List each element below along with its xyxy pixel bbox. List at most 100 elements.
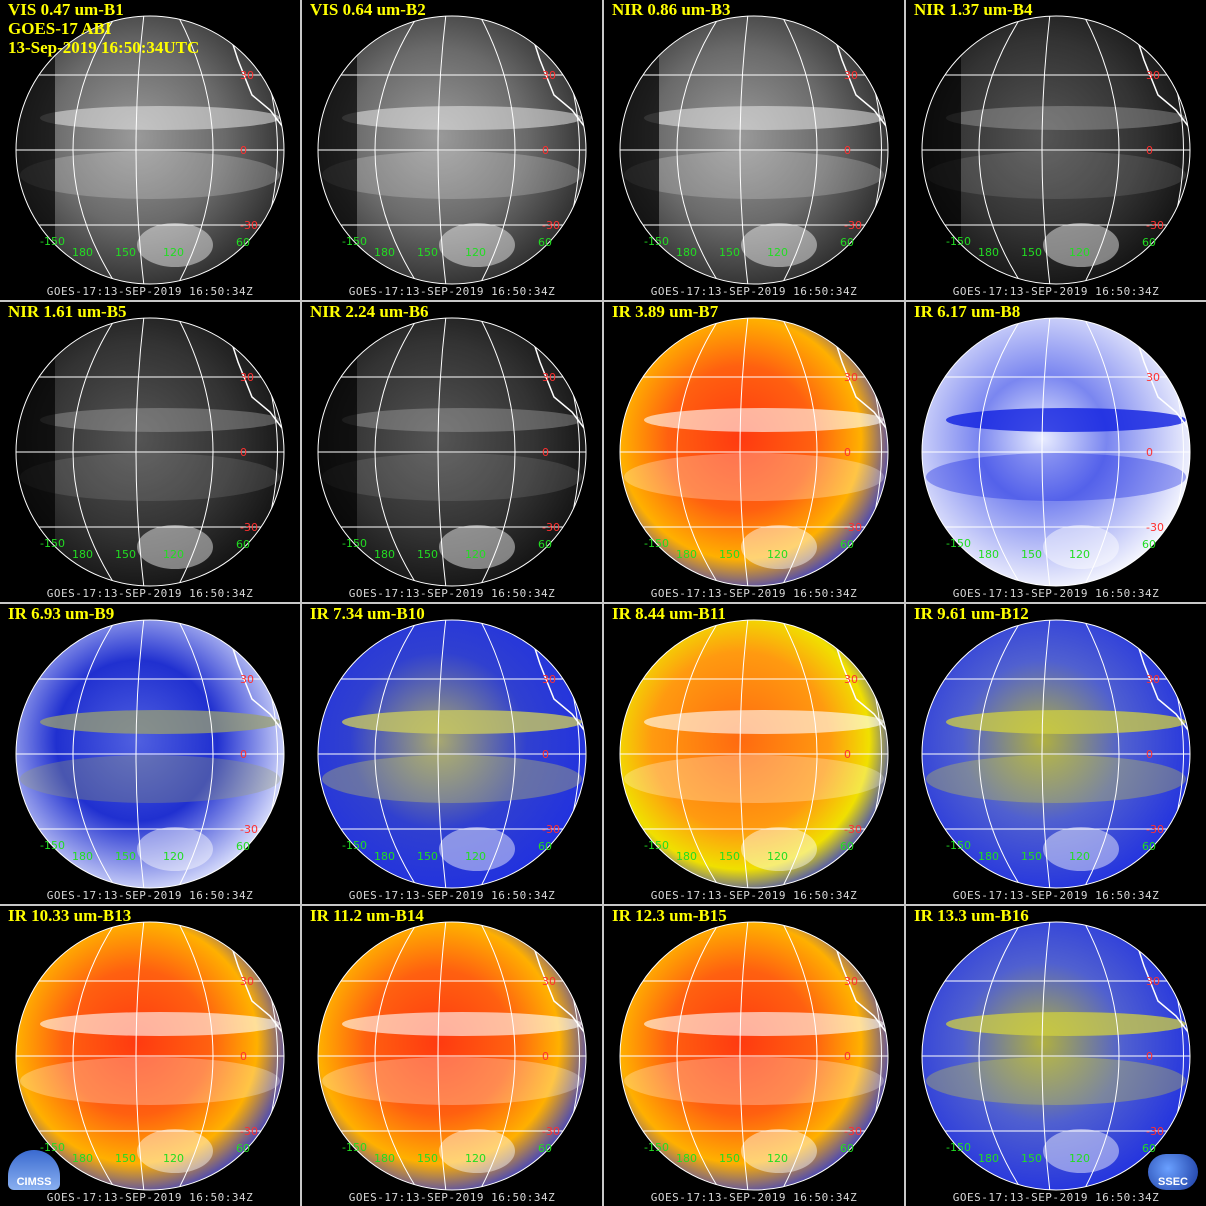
panel-footer-timestamp: GOES-17:13-SEP-2019 16:50:34Z — [650, 1191, 858, 1204]
band-label: IR 13.3 um-B16 — [914, 906, 1029, 925]
ssec-logo: SSEC — [1148, 1154, 1198, 1190]
panel-footer-timestamp: GOES-17:13-SEP-2019 16:50:34Z — [952, 889, 1160, 902]
latitude-label: 0 — [1146, 144, 1153, 157]
longitude-label: 120 — [465, 1152, 486, 1165]
panel-footer-timestamp: GOES-17:13-SEP-2019 16:50:34Z — [650, 285, 858, 298]
longitude-label: 60 — [236, 840, 250, 853]
latitude-label: -30 — [240, 823, 258, 836]
band-title: NIR 2.24 um-B6 — [310, 302, 429, 321]
band-label: VIS 0.47 um-B1 — [8, 0, 124, 19]
latitude-label: 0 — [542, 1050, 549, 1063]
latitude-label: 0 — [240, 144, 247, 157]
band-panel: 30 0 -30 -150 180 150 120 60 IR 8.44 um-B11 GOES-… — [604, 604, 904, 904]
earth-disk-image: 30 0 -30 -150 180 150 120 60 — [921, 619, 1191, 889]
band-panel: 30 0 -30 -150 180 150 120 60 IR 13.3 um-B16 GOES-… — [906, 906, 1206, 1206]
panel-footer-timestamp: GOES-17:13-SEP-2019 16:50:34Z — [46, 587, 254, 600]
band-title: IR 6.93 um-B9 — [8, 604, 114, 623]
longitude-label: 60 — [1142, 236, 1156, 249]
earth-disk-image: 30 0 -30 -150 180 150 120 60 — [619, 15, 889, 285]
latitude-label: -30 — [844, 521, 862, 534]
longitude-label: 60 — [236, 236, 250, 249]
latitude-label: 30 — [844, 673, 858, 686]
band-label: NIR 0.86 um-B3 — [612, 0, 731, 19]
latitude-label: 30 — [1146, 975, 1160, 988]
longitude-label: 120 — [1069, 246, 1090, 259]
panel-footer-timestamp: GOES-17:13-SEP-2019 16:50:34Z — [46, 889, 254, 902]
panel-footer-timestamp: GOES-17:13-SEP-2019 16:50:34Z — [46, 285, 254, 298]
band-title: IR 3.89 um-B7 — [612, 302, 718, 321]
band-title: IR 9.61 um-B12 — [914, 604, 1029, 623]
band-label: IR 8.44 um-B11 — [612, 604, 726, 623]
band-panel: 30 0 -30 -150 180 150 120 60 VIS 0.47 um-B1 GOES-… — [0, 0, 300, 300]
instrument-label: GOES-17 ABI — [8, 19, 112, 38]
longitude-label: 150 — [1021, 548, 1042, 561]
longitude-label: -150 — [342, 537, 367, 550]
longitude-label: 120 — [767, 548, 788, 561]
earth-disk-image: 30 0 -30 -150 180 150 120 60 — [15, 619, 285, 889]
latitude-label: 0 — [240, 1050, 247, 1063]
longitude-label: 60 — [236, 538, 250, 551]
latitude-label: -30 — [844, 823, 862, 836]
longitude-label: -150 — [40, 1141, 65, 1154]
panel-footer-timestamp: GOES-17:13-SEP-2019 16:50:34Z — [952, 285, 1160, 298]
longitude-label: 180 — [374, 548, 395, 561]
band-title: IR 8.44 um-B11 — [612, 604, 726, 623]
datetime-label: 13-Sep-2019 16:50:34UTC — [8, 38, 200, 57]
earth-disk-image: 30 0 -30 -150 180 150 120 60 — [921, 921, 1191, 1191]
longitude-label: 150 — [115, 548, 136, 561]
longitude-label: 150 — [417, 850, 438, 863]
longitude-label: 60 — [840, 538, 854, 551]
longitude-label: 120 — [767, 1152, 788, 1165]
latitude-label: 0 — [844, 1050, 851, 1063]
longitude-label: 60 — [538, 1142, 552, 1155]
longitude-label: 60 — [840, 1142, 854, 1155]
latitude-label: 0 — [844, 144, 851, 157]
longitude-label: -150 — [946, 235, 971, 248]
band-title: IR 6.17 um-B8 — [914, 302, 1020, 321]
latitude-label: -30 — [844, 219, 862, 232]
band-label: NIR 2.24 um-B6 — [310, 302, 429, 321]
latitude-label: -30 — [542, 1125, 560, 1138]
longitude-label: 180 — [978, 850, 999, 863]
longitude-label: 150 — [719, 246, 740, 259]
longitude-label: 120 — [1069, 850, 1090, 863]
panel-footer-timestamp: GOES-17:13-SEP-2019 16:50:34Z — [348, 1191, 556, 1204]
longitude-label: 150 — [417, 548, 438, 561]
band-title: IR 11.2 um-B14 — [310, 906, 424, 925]
longitude-label: -150 — [946, 1141, 971, 1154]
longitude-label: 60 — [538, 840, 552, 853]
band-label: IR 12.3 um-B15 — [612, 906, 727, 925]
longitude-label: 150 — [115, 1152, 136, 1165]
band-label: IR 9.61 um-B12 — [914, 604, 1029, 623]
longitude-label: 120 — [163, 548, 184, 561]
earth-disk-image: 30 0 -30 -150 180 150 120 60 — [317, 921, 587, 1191]
longitude-label: -150 — [644, 235, 669, 248]
latitude-label: -30 — [844, 1125, 862, 1138]
latitude-label: 0 — [542, 748, 549, 761]
longitude-label: 180 — [72, 246, 93, 259]
longitude-label: 180 — [72, 850, 93, 863]
longitude-label: -150 — [40, 839, 65, 852]
band-label: IR 7.34 um-B10 — [310, 604, 425, 623]
band-panel: 30 0 -30 -150 180 150 120 60 IR 12.3 um-B15 GOES-… — [604, 906, 904, 1206]
longitude-label: -150 — [40, 235, 65, 248]
band-panel: 30 0 -30 -150 180 150 120 60 NIR 2.24 um-B6 GOES-… — [302, 302, 602, 602]
longitude-label: 180 — [676, 1152, 697, 1165]
band-label: NIR 1.61 um-B5 — [8, 302, 127, 321]
latitude-label: 30 — [240, 69, 254, 82]
longitude-label: -150 — [644, 537, 669, 550]
longitude-label: 180 — [72, 548, 93, 561]
longitude-label: -150 — [644, 1141, 669, 1154]
band-panel: 30 0 -30 -150 180 150 120 60 IR 7.34 um-B10 GOES-… — [302, 604, 602, 904]
latitude-label: 30 — [844, 69, 858, 82]
band-title: NIR 1.37 um-B4 — [914, 0, 1033, 19]
band-title: NIR 1.61 um-B5 — [8, 302, 127, 321]
latitude-label: 30 — [240, 975, 254, 988]
latitude-label: 0 — [240, 748, 247, 761]
latitude-label: 30 — [240, 673, 254, 686]
band-panel: 30 0 -30 -150 180 150 120 60 IR 10.33 um-B13 GOES… — [0, 906, 300, 1206]
latitude-label: 30 — [542, 673, 556, 686]
band-title: IR 10.33 um-B13 — [8, 906, 131, 925]
earth-disk-image: 30 0 -30 -150 180 150 120 60 — [317, 317, 587, 587]
